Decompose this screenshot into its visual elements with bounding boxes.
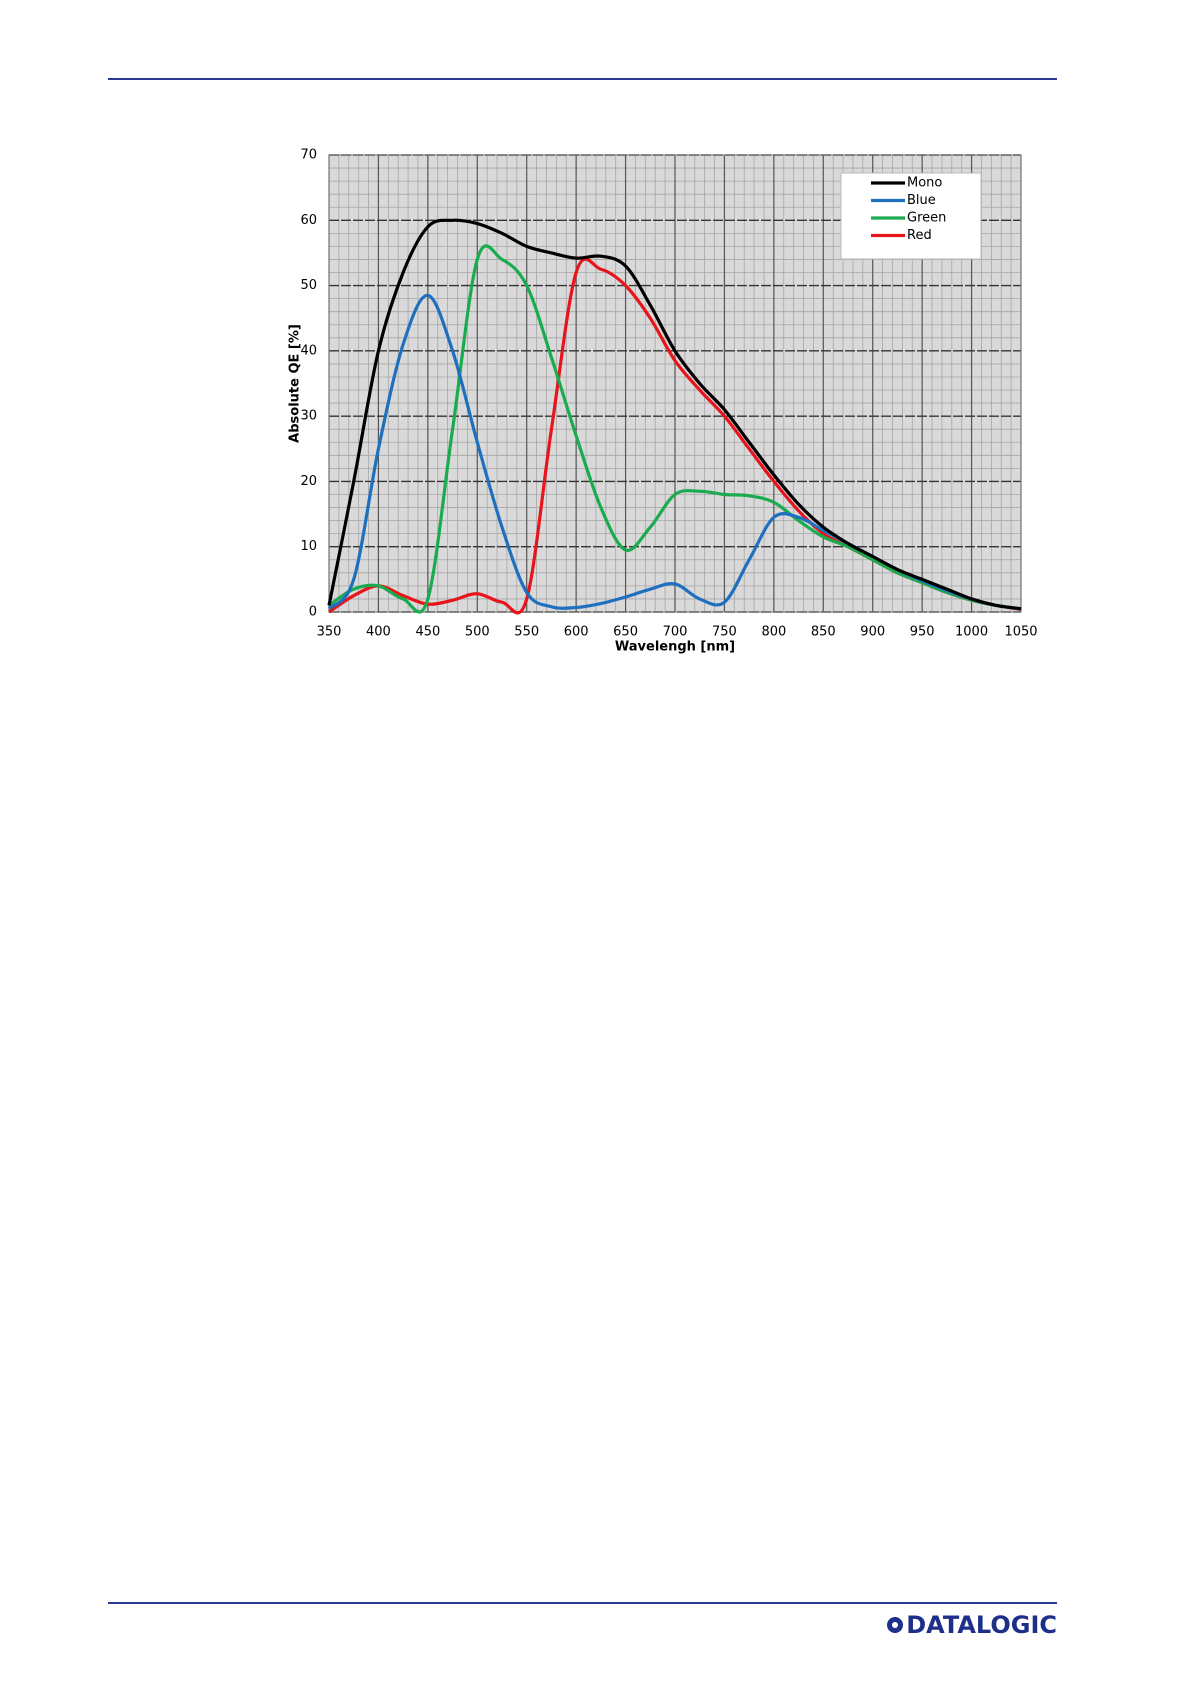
logo-mark-hole (892, 1622, 898, 1628)
y-tick-label: 20 (300, 474, 317, 489)
x-tick-label: 600 (564, 625, 589, 640)
x-tick-label: 350 (317, 625, 342, 640)
legend: Mono Blue Green Red (840, 172, 982, 260)
x-tick-label: 750 (712, 625, 737, 640)
y-tick-label: 40 (300, 343, 317, 358)
x-tick-label: 550 (514, 625, 539, 640)
x-tick-label: 650 (613, 625, 638, 640)
legend-label: Red (907, 228, 932, 243)
plot-border (328, 154, 1022, 613)
x-tick-label: 850 (811, 625, 836, 640)
x-tick-label: 450 (415, 625, 440, 640)
legend-label: Mono (907, 176, 942, 191)
y-axis-title: Absolute QE [%] (288, 324, 303, 443)
legend-label: Blue (907, 193, 936, 208)
y-tick-label: 10 (300, 539, 317, 554)
series-line (328, 244, 1022, 614)
x-tick-label: 950 (910, 625, 935, 640)
x-tick-label: 800 (761, 625, 786, 640)
x-tick-label: 900 (860, 625, 885, 640)
x-tick-label: 700 (663, 625, 688, 640)
y-tick-label: 0 (309, 605, 317, 620)
x-tick-label: 500 (465, 625, 490, 640)
y-tick-label: 30 (300, 409, 317, 424)
legend-label: Green (907, 211, 946, 226)
logo: DATALOGIC (887, 1611, 1057, 1639)
y-tick-label: 50 (300, 278, 317, 293)
y-tick-label: 70 (300, 148, 317, 163)
y-tick-label: 60 (300, 213, 317, 228)
legend-box (840, 172, 982, 260)
x-tick-label: 400 (366, 625, 391, 640)
series-line (327, 218, 1022, 611)
logo-text: DATALOGIC (906, 1611, 1057, 1639)
x-tick-label: 1000 (955, 625, 988, 640)
x-axis-title: Wavelengh [nm] (615, 640, 735, 655)
x-tick-label: 1050 (1004, 625, 1037, 640)
